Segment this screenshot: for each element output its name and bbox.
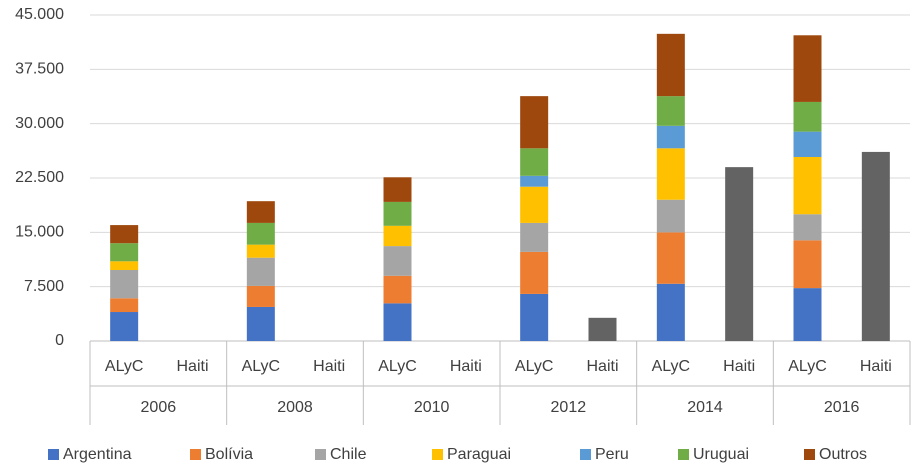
y-tick-label: 15.000 bbox=[15, 224, 64, 241]
y-tick-label: 45.000 bbox=[15, 6, 64, 23]
bar-segment bbox=[656, 199, 685, 233]
bar-segment bbox=[110, 225, 139, 244]
bar-segment bbox=[246, 257, 275, 286]
group-label: 2008 bbox=[277, 399, 313, 416]
x-tick-label: ALyC bbox=[378, 358, 417, 375]
bar-segment bbox=[246, 222, 275, 245]
group-label: 2006 bbox=[141, 399, 177, 416]
bar-segment bbox=[520, 175, 549, 187]
bar-segment bbox=[520, 222, 549, 252]
x-tick-label: ALyC bbox=[242, 358, 281, 375]
x-tick-label: Haiti bbox=[313, 358, 345, 375]
legend-label: Uruguai bbox=[693, 446, 749, 463]
legend-swatch bbox=[432, 449, 443, 460]
x-tick-label: Haiti bbox=[450, 358, 482, 375]
legend-label: Argentina bbox=[63, 446, 132, 463]
bar-segment bbox=[656, 283, 685, 341]
legend-label: Bolívia bbox=[205, 446, 253, 463]
y-tick-label: 7.500 bbox=[24, 278, 64, 295]
x-tick-label: Haiti bbox=[860, 358, 892, 375]
group-label: 2010 bbox=[414, 399, 450, 416]
group-label: 2016 bbox=[824, 399, 860, 416]
bar-segment bbox=[656, 96, 685, 126]
group-label: 2012 bbox=[551, 399, 587, 416]
legend-label: Peru bbox=[595, 446, 629, 463]
bar-segment bbox=[520, 96, 549, 149]
bar-segment bbox=[656, 33, 685, 97]
bar-segment bbox=[793, 101, 822, 132]
bar-segment bbox=[656, 148, 685, 200]
bar-segment bbox=[110, 298, 139, 313]
bar-segment bbox=[520, 148, 549, 176]
group-label: 2014 bbox=[687, 399, 723, 416]
bar-segment bbox=[246, 201, 275, 223]
bar-segment bbox=[246, 244, 275, 258]
bar-segment bbox=[520, 251, 549, 294]
legend-swatch bbox=[804, 449, 815, 460]
bar-segment bbox=[110, 261, 139, 271]
x-tick-label: ALyC bbox=[515, 358, 554, 375]
legend-swatch bbox=[190, 449, 201, 460]
bar bbox=[725, 167, 754, 341]
bar-segment bbox=[383, 303, 412, 341]
bar bbox=[588, 317, 617, 341]
bar-segment bbox=[383, 246, 412, 276]
x-tick-label: ALyC bbox=[105, 358, 144, 375]
legend-label: Chile bbox=[330, 446, 367, 463]
bar-segment bbox=[793, 288, 822, 341]
x-tick-label: Haiti bbox=[176, 358, 208, 375]
bar-segment bbox=[793, 240, 822, 289]
bar-segment bbox=[383, 177, 412, 202]
bar-segment bbox=[793, 131, 822, 157]
y-tick-label: 37.500 bbox=[15, 61, 64, 78]
y-tick-label: 22.500 bbox=[15, 169, 64, 186]
bar-segment bbox=[520, 293, 549, 341]
y-tick-label: 30.000 bbox=[15, 115, 64, 132]
y-tick-label: 0 bbox=[55, 332, 64, 349]
bar-segment bbox=[246, 285, 275, 307]
bar-segment bbox=[246, 306, 275, 341]
bar-segment bbox=[110, 270, 139, 299]
x-tick-label: ALyC bbox=[652, 358, 691, 375]
x-tick-label: ALyC bbox=[788, 358, 827, 375]
legend-label: Paraguai bbox=[447, 446, 511, 463]
bar-segment bbox=[793, 35, 822, 102]
bar-segment bbox=[383, 225, 412, 247]
bar-segment bbox=[110, 243, 139, 262]
legend-swatch bbox=[315, 449, 326, 460]
bar-segment bbox=[110, 312, 139, 341]
legend-swatch bbox=[48, 449, 59, 460]
legend-swatch bbox=[580, 449, 591, 460]
bar-segment bbox=[383, 201, 412, 226]
x-tick-label: Haiti bbox=[586, 358, 618, 375]
bar-segment bbox=[383, 275, 412, 304]
bar-segment bbox=[656, 232, 685, 284]
bar bbox=[861, 151, 890, 341]
bar-segment bbox=[520, 186, 549, 223]
bar-segment bbox=[793, 156, 822, 215]
bar-segment bbox=[656, 125, 685, 149]
bar-segment bbox=[793, 214, 822, 241]
legend-swatch bbox=[678, 449, 689, 460]
x-tick-label: Haiti bbox=[723, 358, 755, 375]
legend-label: Outros bbox=[819, 446, 867, 463]
